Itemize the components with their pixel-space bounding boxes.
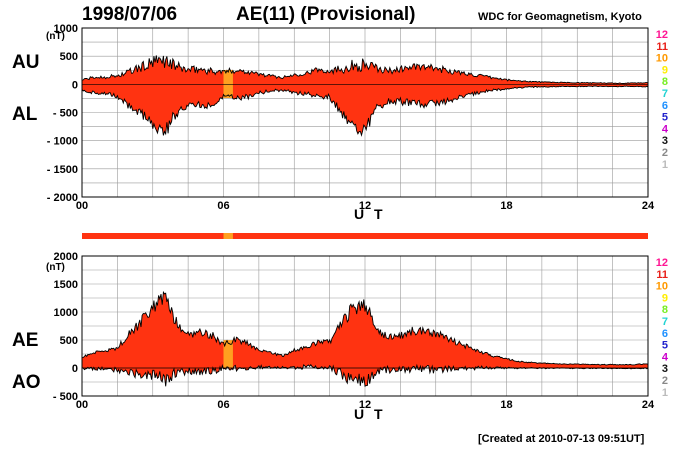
station-count-label: 9 [662, 64, 668, 76]
station-count-label: 12 [656, 29, 668, 41]
y-tick-label: 1500 [54, 279, 78, 291]
x-tick-label: 06 [217, 200, 229, 212]
station-count-label: 2 [662, 147, 668, 159]
x-tick-label: 06 [217, 399, 229, 411]
x-tick-label: 18 [500, 399, 512, 411]
station-count-label: 1 [662, 387, 668, 399]
station-count-label: 6 [662, 100, 668, 112]
station-count-label: 10 [656, 281, 668, 293]
panel2-unit-label: (nT) [46, 262, 65, 273]
station-count-label: 4 [662, 123, 669, 135]
ao-label: AO [12, 372, 41, 393]
x-tick-label: 24 [642, 200, 655, 212]
y-tick-label: 2000 [54, 251, 78, 263]
y-tick-label: - 1000 [47, 136, 78, 148]
ten-station-interval [223, 69, 233, 98]
y-tick-label: 500 [60, 51, 78, 63]
x-tick-label: 00 [76, 399, 88, 411]
station-count-label: 7 [662, 316, 668, 328]
station-count-strip [82, 233, 648, 239]
chart-title: AE(11) (Provisional) [236, 4, 416, 25]
x-tick-label: 18 [500, 200, 512, 212]
ae-series-line [81, 290, 649, 366]
y-tick-label: 1000 [54, 23, 78, 35]
au-series-line [81, 55, 649, 84]
x-tick-label: 00 [76, 200, 88, 212]
station-count-label: 3 [662, 363, 668, 375]
station-strip-bar [82, 233, 648, 239]
station-count-label: 8 [662, 304, 668, 316]
date-label: 1998/07/06 [82, 4, 178, 25]
plot-frame [81, 27, 649, 198]
y-tick-label: 1000 [54, 307, 78, 319]
station-count-label: 7 [662, 88, 668, 100]
station-strip-ten-segment [223, 233, 233, 239]
station-count-label: 2 [662, 375, 668, 387]
x-tick-label: 12 [359, 399, 371, 411]
y-tick-label: 0 [72, 363, 78, 375]
station-count-label: 11 [656, 41, 668, 53]
created-timestamp: [Created at 2010-07-13 09:51UT] [478, 433, 645, 445]
x-tick-label: 12 [359, 200, 371, 212]
plot-frame [81, 255, 649, 397]
y-tick-label: 0 [72, 79, 78, 91]
x-tick-label: 24 [642, 399, 655, 411]
al-label: AL [12, 104, 38, 125]
station-count-label: 5 [662, 112, 668, 124]
station-count-label: 8 [662, 76, 668, 88]
station-count-label: 1 [662, 159, 668, 171]
panel1-unit-label: (nT) [46, 31, 65, 42]
y-tick-label: - 1500 [47, 164, 78, 176]
station-count-label: 9 [662, 292, 668, 304]
station-count-label: 12 [656, 257, 668, 269]
station-count-label: 6 [662, 328, 668, 340]
ae-label: AE [12, 330, 39, 351]
y-tick-label: - 2000 [47, 192, 78, 204]
panel1-x-axis-label: U T [354, 206, 386, 222]
au-label: AU [12, 52, 40, 73]
station-count-label: 4 [662, 351, 669, 363]
al-series-line [81, 85, 649, 137]
station-count-label: 10 [656, 53, 668, 65]
station-count-label: 3 [662, 135, 668, 147]
y-tick-label: - 500 [53, 108, 78, 120]
station-count-label: 11 [656, 269, 668, 281]
y-tick-label: 500 [60, 335, 78, 347]
ao-series-line [82, 363, 649, 387]
source-label: WDC for Geomagnetism, Kyoto [478, 11, 642, 23]
ten-station-interval [223, 340, 233, 368]
panel2-x-axis-label: U T [354, 406, 386, 422]
station-count-label: 5 [662, 340, 668, 352]
y-tick-label: - 500 [53, 391, 78, 403]
